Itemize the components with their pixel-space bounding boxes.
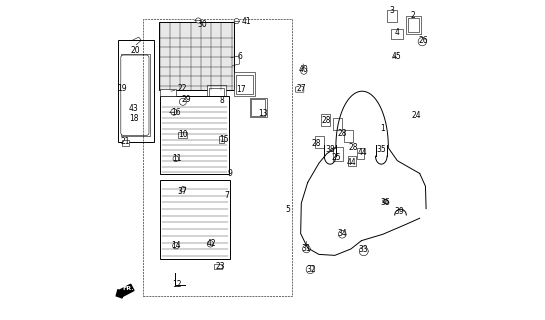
Text: 12: 12: [172, 280, 181, 289]
FancyBboxPatch shape: [121, 55, 149, 135]
FancyArrow shape: [116, 284, 134, 298]
Circle shape: [302, 245, 310, 253]
Text: 13: 13: [258, 109, 268, 118]
Text: 22: 22: [178, 84, 187, 93]
Text: 44: 44: [357, 148, 367, 157]
Text: 7: 7: [225, 191, 229, 200]
Text: 1: 1: [380, 124, 385, 132]
Bar: [118, 40, 154, 142]
Text: 36: 36: [380, 198, 390, 207]
Text: 37: 37: [177, 187, 187, 196]
Bar: [143, 19, 292, 296]
Bar: [207, 85, 226, 106]
Bar: [406, 16, 421, 34]
Text: 34: 34: [337, 229, 347, 238]
Text: 24: 24: [411, 111, 421, 120]
Text: 23: 23: [216, 262, 226, 271]
Bar: [220, 136, 224, 143]
Bar: [391, 29, 403, 39]
Text: 44: 44: [347, 158, 357, 167]
Bar: [209, 88, 224, 105]
Circle shape: [207, 241, 214, 247]
Text: 40: 40: [299, 65, 308, 74]
Text: 6: 6: [238, 52, 243, 61]
Text: 28: 28: [312, 139, 322, 148]
Text: 10: 10: [178, 130, 187, 139]
Bar: [122, 54, 150, 136]
Bar: [122, 140, 129, 146]
Text: 15: 15: [219, 135, 229, 144]
Text: 28: 28: [337, 129, 347, 138]
Text: 2: 2: [411, 11, 416, 20]
Bar: [160, 96, 229, 174]
Text: 5: 5: [286, 205, 290, 214]
Text: 28: 28: [322, 116, 331, 125]
Text: 25: 25: [332, 153, 341, 162]
Circle shape: [196, 18, 201, 23]
Text: 3: 3: [389, 6, 394, 15]
Bar: [344, 130, 353, 142]
Text: 20: 20: [130, 46, 140, 55]
Circle shape: [234, 19, 239, 24]
Bar: [178, 132, 187, 138]
Text: 18: 18: [130, 114, 139, 123]
Text: 28: 28: [348, 143, 358, 152]
Circle shape: [179, 98, 186, 105]
Bar: [160, 180, 230, 259]
Text: 19: 19: [117, 84, 127, 93]
Text: 33: 33: [359, 245, 368, 254]
Bar: [160, 89, 176, 96]
Bar: [387, 10, 397, 22]
Text: 42: 42: [206, 239, 216, 248]
Bar: [315, 136, 324, 148]
Text: 26: 26: [419, 36, 428, 45]
Circle shape: [301, 68, 307, 74]
Text: 16: 16: [171, 108, 181, 116]
Text: 27: 27: [296, 84, 306, 93]
Text: FR.: FR.: [123, 285, 134, 291]
Text: 41: 41: [242, 17, 252, 26]
Bar: [235, 75, 253, 94]
Bar: [251, 99, 265, 116]
Text: 29: 29: [181, 95, 191, 104]
Text: 45: 45: [392, 52, 402, 61]
Circle shape: [173, 156, 179, 162]
Bar: [322, 114, 330, 126]
Bar: [214, 264, 222, 269]
Bar: [332, 118, 342, 130]
Bar: [234, 72, 255, 96]
Text: 32: 32: [306, 265, 316, 274]
Bar: [348, 156, 356, 166]
Circle shape: [173, 243, 179, 249]
Text: 14: 14: [172, 241, 181, 250]
Bar: [250, 98, 267, 117]
Text: 9: 9: [228, 169, 233, 178]
Text: 30: 30: [197, 20, 207, 29]
Bar: [159, 22, 234, 90]
Text: 17: 17: [237, 85, 246, 94]
Text: 39: 39: [395, 207, 404, 216]
Circle shape: [171, 109, 177, 115]
Text: 4: 4: [394, 28, 399, 37]
Text: 35: 35: [377, 145, 386, 154]
Text: 11: 11: [172, 154, 181, 163]
Text: 21: 21: [120, 137, 130, 146]
Text: 8: 8: [220, 96, 225, 105]
Bar: [332, 147, 343, 161]
Text: 31: 31: [301, 244, 311, 253]
Circle shape: [418, 37, 426, 46]
Circle shape: [338, 230, 346, 238]
Text: 38: 38: [325, 145, 335, 154]
Circle shape: [306, 265, 314, 274]
Bar: [356, 148, 365, 159]
Bar: [408, 18, 420, 32]
Text: 43: 43: [129, 104, 138, 113]
